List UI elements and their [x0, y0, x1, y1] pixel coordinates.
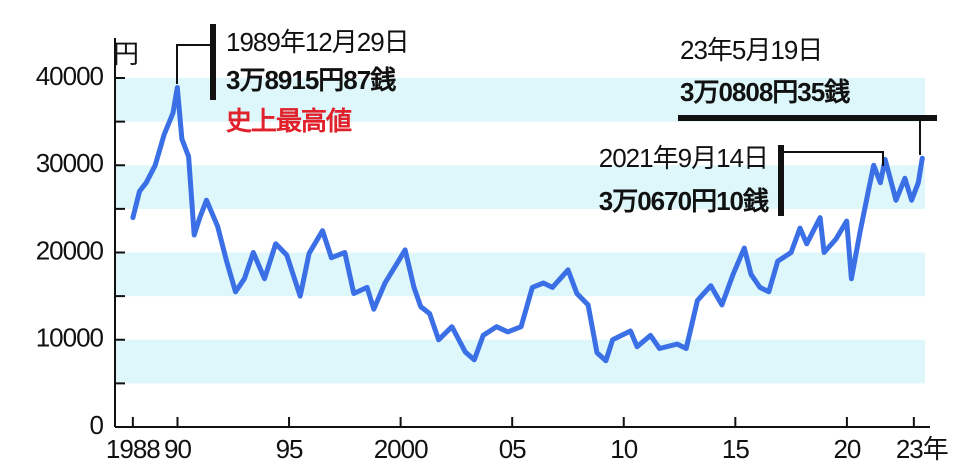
y-unit: 円	[113, 39, 138, 69]
x-tick-label: 15	[722, 434, 749, 464]
annotation: 3万8915円87銭	[226, 65, 396, 95]
y-tick-label: 0	[90, 410, 104, 440]
y-tick-label: 30000	[36, 148, 104, 178]
annotation: 3万0670円10銭	[599, 186, 769, 216]
annotation: 2021年9月14日	[599, 143, 768, 173]
band	[115, 78, 925, 122]
leader-line	[781, 151, 884, 166]
y-tick-label: 40000	[36, 61, 104, 91]
band	[115, 339, 925, 384]
leader-line	[176, 44, 210, 84]
x-tick-label: 05	[499, 434, 526, 464]
annotation: 3万0808円35銭	[680, 77, 850, 107]
y-tick-label: 10000	[36, 323, 104, 353]
x-tick-label: 90	[164, 434, 191, 464]
annotation: 23年5月19日	[680, 35, 822, 65]
data-line	[130, 85, 925, 364]
annotation: 史上最高値	[226, 106, 352, 136]
band	[115, 165, 925, 209]
x-tick-label: 95	[276, 434, 303, 464]
x-tick-label: 1988	[106, 434, 160, 464]
annotation: 1989年12月29日	[226, 27, 409, 57]
x-tick-label: 2000	[374, 434, 428, 464]
x-tick-label: 23年	[896, 434, 948, 464]
x-tick-label: 10	[610, 434, 637, 464]
y-tick-label: 20000	[36, 235, 104, 265]
x-tick-label: 20	[833, 434, 860, 464]
